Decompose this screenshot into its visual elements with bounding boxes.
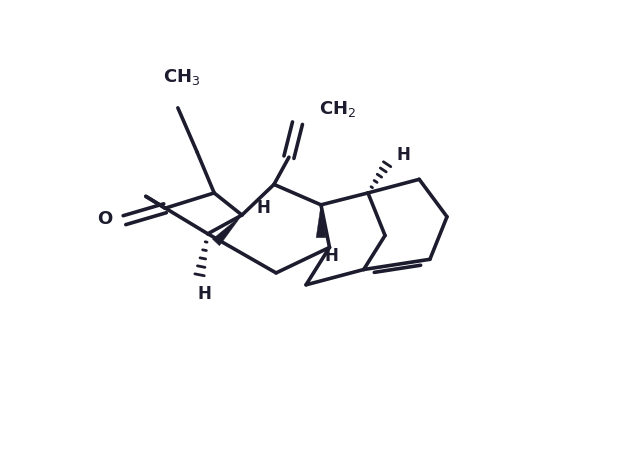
Text: O: O — [97, 210, 112, 228]
Polygon shape — [212, 215, 242, 246]
Text: H: H — [257, 199, 271, 217]
Polygon shape — [316, 205, 326, 238]
Text: H: H — [197, 285, 211, 303]
Text: CH$_3$: CH$_3$ — [163, 67, 200, 87]
Text: H: H — [324, 247, 338, 265]
Text: CH$_2$: CH$_2$ — [319, 100, 356, 119]
Text: H: H — [397, 146, 410, 164]
